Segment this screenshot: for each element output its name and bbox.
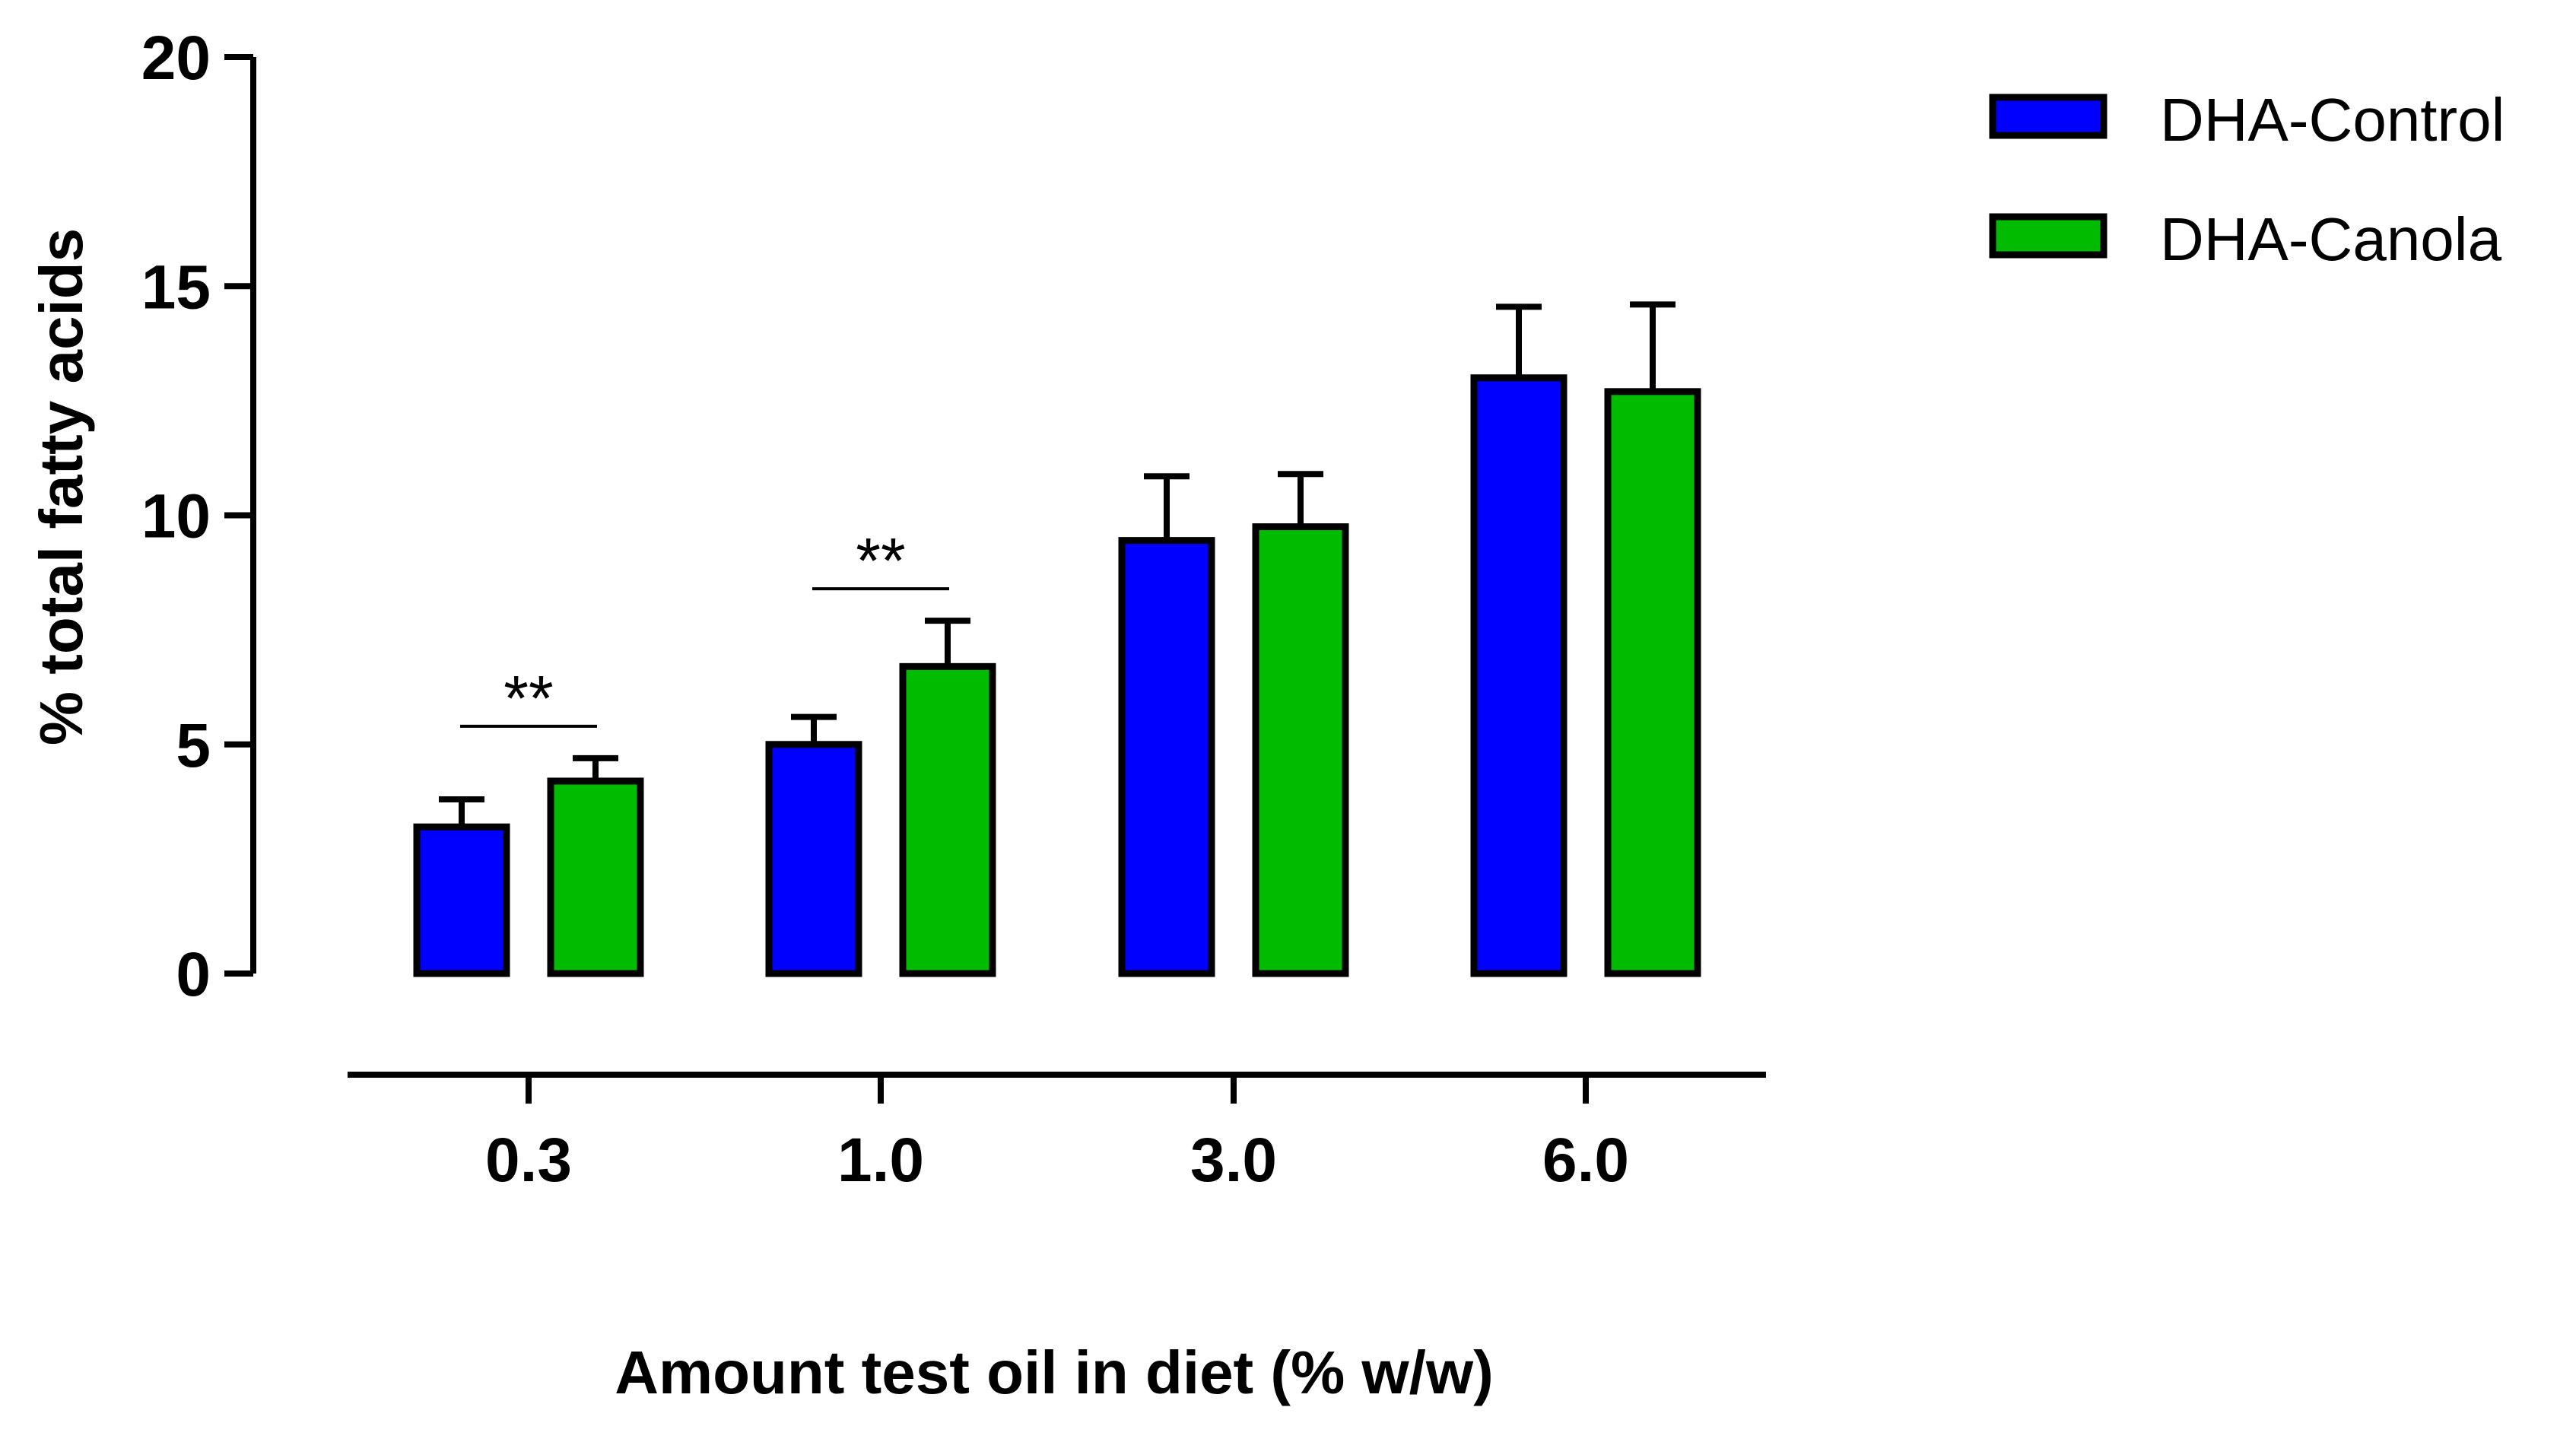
bar-dha-control-0.3 — [413, 823, 510, 977]
x-tick-label: 3.0 — [1190, 1126, 1277, 1195]
y-axis-title: % total fatty acids — [27, 228, 95, 745]
bar-dha-control-3.0 — [1118, 537, 1215, 977]
legend-swatch-dha-control — [1989, 94, 2107, 139]
bars-group — [413, 301, 1701, 977]
legend-label-dha-canola: DHA-Canola — [2160, 205, 2502, 273]
y-tick-label: 15 — [141, 253, 211, 322]
bar-dha-control-6.0 — [1470, 374, 1568, 977]
x-tick-label: 6.0 — [1542, 1126, 1629, 1195]
significance-label: ** — [503, 662, 553, 734]
y-tick-label: 20 — [141, 24, 211, 93]
x-tick-label: 1.0 — [837, 1126, 924, 1195]
y-tick-label: 5 — [176, 711, 211, 780]
bar-dha-canola-3.0 — [1252, 523, 1349, 977]
legend: DHA-Control DHA-Canola — [1989, 86, 2505, 273]
legend-label-dha-control: DHA-Control — [2160, 86, 2505, 154]
bar-dha-canola-0.3 — [547, 777, 644, 977]
x-tick-label: 0.3 — [485, 1126, 572, 1195]
bar-dha-canola-1.0 — [899, 662, 996, 977]
bar-dha-canola-6.0 — [1604, 388, 1701, 977]
significance-label: ** — [856, 525, 905, 596]
legend-swatch-dha-canola — [1989, 213, 2107, 259]
x-axis: 0.3 1.0 3.0 6.0 — [348, 1072, 1766, 1195]
y-tick-label: 0 — [176, 940, 211, 1009]
x-axis-title: Amount test oil in diet (% w/w) — [615, 1339, 1494, 1406]
y-tick-label: 10 — [141, 482, 211, 551]
significance-group: ** ** — [460, 525, 949, 734]
bar-dha-control-1.0 — [765, 741, 862, 977]
y-axis: 0 5 10 15 20 — [141, 24, 256, 1009]
